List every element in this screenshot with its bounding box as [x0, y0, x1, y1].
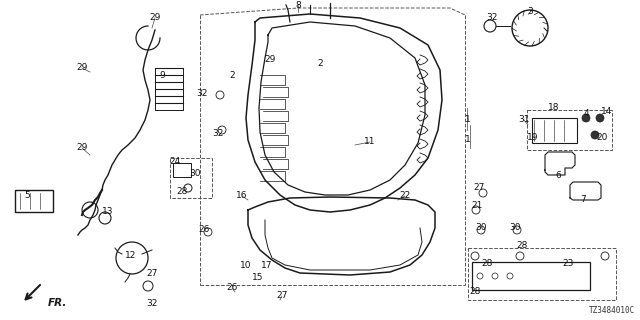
- Text: 16: 16: [236, 191, 248, 201]
- Text: 2: 2: [317, 59, 323, 68]
- Text: 5: 5: [24, 191, 30, 201]
- Text: 24: 24: [170, 157, 180, 166]
- Text: 14: 14: [602, 108, 612, 116]
- Text: 32: 32: [486, 13, 498, 22]
- Text: 30: 30: [189, 169, 201, 178]
- Text: 18: 18: [548, 103, 560, 113]
- Bar: [527, 110, 612, 150]
- Text: 26: 26: [227, 284, 237, 292]
- Text: 2: 2: [229, 70, 235, 79]
- Bar: [170, 158, 212, 198]
- Text: 1: 1: [465, 116, 471, 124]
- Circle shape: [582, 114, 590, 122]
- Text: 10: 10: [240, 261, 252, 270]
- Text: FR.: FR.: [48, 298, 67, 308]
- Bar: [468, 248, 616, 300]
- Text: 6: 6: [555, 172, 561, 180]
- Bar: [532, 118, 577, 143]
- Text: 17: 17: [261, 260, 273, 269]
- Text: 1: 1: [465, 135, 471, 145]
- Text: 32: 32: [147, 299, 157, 308]
- Text: 30: 30: [476, 223, 487, 233]
- Text: 32: 32: [196, 89, 208, 98]
- Circle shape: [591, 131, 599, 139]
- Text: 27: 27: [276, 292, 288, 300]
- Text: 9: 9: [159, 71, 165, 81]
- Text: 29: 29: [76, 143, 88, 153]
- Text: 21: 21: [471, 202, 483, 211]
- Text: 29: 29: [76, 63, 88, 73]
- Text: 30: 30: [509, 223, 521, 233]
- Text: 7: 7: [580, 196, 586, 204]
- Text: 31: 31: [518, 116, 530, 124]
- Text: 28: 28: [481, 259, 493, 268]
- Text: 28: 28: [516, 242, 528, 251]
- Text: 29: 29: [264, 55, 276, 65]
- Text: TZ3484010C: TZ3484010C: [589, 306, 635, 315]
- Text: 3: 3: [527, 7, 533, 17]
- Text: 28: 28: [469, 286, 481, 295]
- Text: 27: 27: [474, 183, 484, 193]
- Circle shape: [596, 114, 604, 122]
- Bar: [472, 262, 590, 290]
- Text: 13: 13: [102, 207, 114, 217]
- Bar: [173, 163, 191, 177]
- Text: 12: 12: [125, 251, 137, 260]
- Text: 11: 11: [364, 138, 376, 147]
- Text: 27: 27: [147, 269, 157, 278]
- Text: 28: 28: [176, 188, 188, 196]
- Bar: [15, 190, 53, 212]
- Text: 29: 29: [149, 13, 161, 22]
- Text: 8: 8: [295, 1, 301, 10]
- Text: 23: 23: [563, 259, 573, 268]
- Text: 15: 15: [252, 274, 264, 283]
- Text: 26: 26: [198, 226, 210, 235]
- Text: 4: 4: [583, 108, 589, 117]
- Text: 20: 20: [596, 133, 608, 142]
- Text: 22: 22: [399, 191, 411, 201]
- Text: 19: 19: [527, 133, 539, 142]
- Text: 32: 32: [212, 129, 224, 138]
